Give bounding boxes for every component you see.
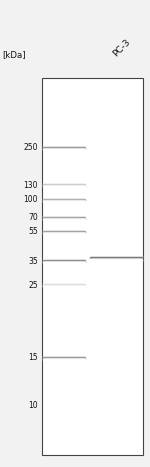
Text: 70: 70 bbox=[28, 213, 38, 222]
Text: 35: 35 bbox=[28, 256, 38, 266]
Text: 15: 15 bbox=[28, 354, 38, 362]
Text: 250: 250 bbox=[24, 143, 38, 153]
Text: 130: 130 bbox=[24, 181, 38, 190]
Text: PC-3: PC-3 bbox=[112, 37, 133, 58]
Text: 100: 100 bbox=[24, 196, 38, 205]
Text: [kDa]: [kDa] bbox=[2, 50, 26, 59]
Text: 55: 55 bbox=[28, 227, 38, 236]
Text: 25: 25 bbox=[28, 281, 38, 290]
Text: 10: 10 bbox=[28, 401, 38, 410]
Bar bbox=[42, 78, 143, 455]
